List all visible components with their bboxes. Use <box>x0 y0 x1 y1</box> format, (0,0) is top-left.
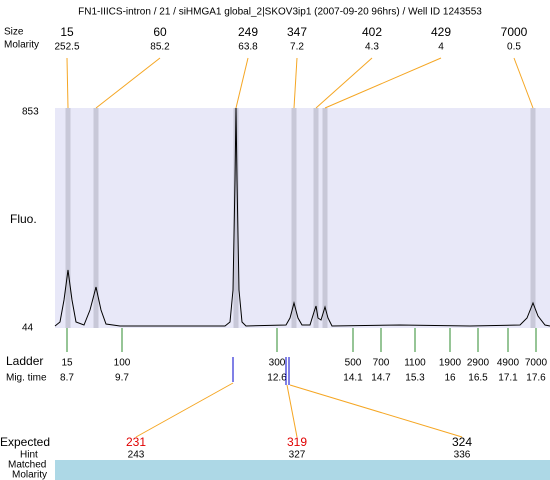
ladder-time: 12.6 <box>267 373 287 384</box>
ladder-size: 15 <box>61 358 73 369</box>
trace <box>54 107 550 327</box>
expected-size: 324 <box>452 435 472 449</box>
peak-band <box>313 108 319 328</box>
expected-label: Expected <box>0 435 50 449</box>
size-label: Size <box>4 27 24 38</box>
ladder-time: 16.5 <box>468 373 488 384</box>
title: FN1-IIICS-intron / 21 / siHMGA1 global_2… <box>78 7 482 18</box>
ladder-time: 17.6 <box>526 373 546 384</box>
peak-molarity: 63.8 <box>238 42 258 53</box>
peak-size: 249 <box>238 25 258 39</box>
peak-size: 402 <box>362 25 382 39</box>
ladder-time: 14.1 <box>343 373 363 384</box>
peak-band <box>530 108 536 328</box>
ladder-time: 15.3 <box>405 373 425 384</box>
peak-molarity: 252.5 <box>54 42 79 53</box>
y-top: 853 <box>22 107 39 118</box>
peak-connector <box>315 57 373 109</box>
peak-band <box>322 108 328 328</box>
matched-band <box>55 460 550 480</box>
y-bottom: 44 <box>22 323 34 334</box>
peak-band <box>233 108 239 328</box>
ladder-size: 500 <box>345 358 362 369</box>
ladder-time: 14.7 <box>371 373 391 384</box>
peak-connector <box>66 57 69 109</box>
hint: 327 <box>289 450 306 461</box>
molarity-label: Molarity <box>12 470 47 480</box>
peak-size: 429 <box>431 25 451 39</box>
ladder-size: 100 <box>114 358 131 369</box>
peak-band <box>291 108 297 328</box>
connector <box>286 384 298 438</box>
ladder-time: 9.7 <box>115 373 129 384</box>
ladder-size: 700 <box>373 358 390 369</box>
peak-connector <box>293 57 298 109</box>
peak-size: 7000 <box>501 25 528 39</box>
peak-band <box>93 108 99 328</box>
peak-band <box>65 108 71 328</box>
ladder-time: 16 <box>444 373 456 384</box>
peak-connector <box>513 57 534 109</box>
peak-size: 15 <box>60 25 74 39</box>
peak-molarity: 4.3 <box>365 42 379 53</box>
ladder-size: 1100 <box>404 358 426 369</box>
plot-area <box>55 108 550 328</box>
matched-label: Matched <box>8 460 46 471</box>
peak-molarity: 0.5 <box>507 42 521 53</box>
ladder-label: Ladder <box>6 354 43 368</box>
ladder-size: 7000 <box>525 358 548 369</box>
y-label: Fluo. <box>10 212 37 226</box>
peak-molarity: 4 <box>438 42 444 53</box>
mig-time-label: Mig. time <box>6 373 47 384</box>
peak-connector <box>95 57 161 109</box>
ladder-size: 1900 <box>439 358 462 369</box>
expected-size: 319 <box>287 435 307 449</box>
peak-connector <box>324 57 442 109</box>
connector <box>289 384 463 438</box>
ladder-size: 300 <box>269 358 286 369</box>
ladder-time: 8.7 <box>60 373 74 384</box>
peak-size: 60 <box>153 25 167 39</box>
ladder-size: 4900 <box>497 358 520 369</box>
connector <box>135 382 234 438</box>
peak-size: 347 <box>287 25 307 39</box>
molarity-label: Molarity <box>4 40 39 51</box>
ladder-size: 2900 <box>467 358 490 369</box>
peak-molarity: 85.2 <box>150 42 170 53</box>
ladder-time: 17.1 <box>498 373 518 384</box>
hint: 243 <box>128 450 145 461</box>
hint: 336 <box>454 450 471 461</box>
peak-connector <box>235 57 249 109</box>
hint-label: Hint <box>20 450 38 461</box>
peak-molarity: 7.2 <box>290 42 304 53</box>
expected-size: 231 <box>126 435 146 449</box>
